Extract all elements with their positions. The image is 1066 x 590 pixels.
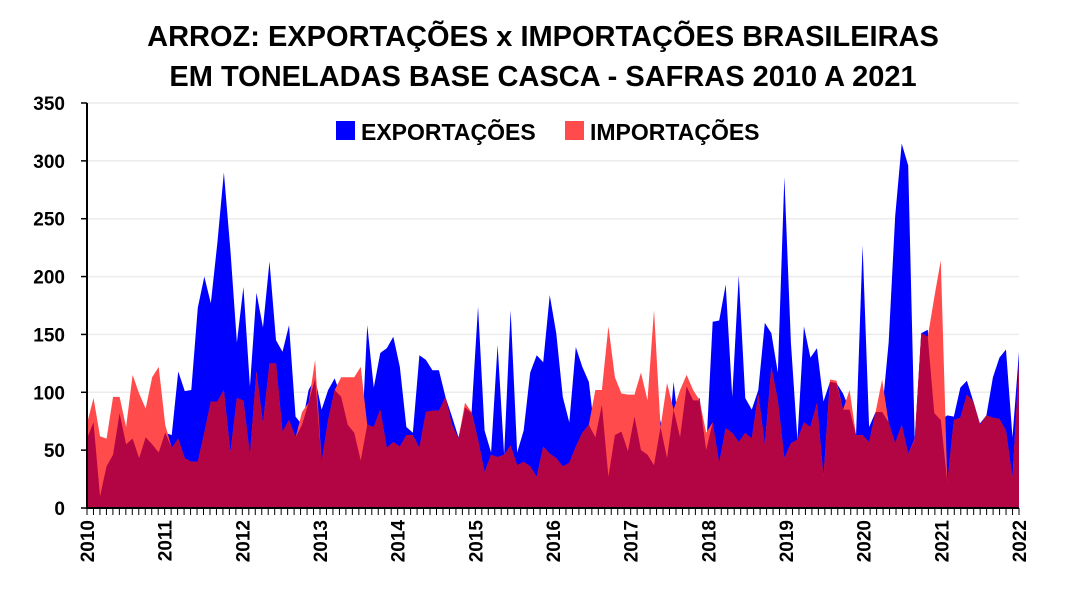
x-tick-label: 2017 <box>622 520 643 562</box>
x-tick-label: 2022 <box>1010 520 1031 562</box>
x-tick-label: 2021 <box>932 520 953 563</box>
legend-label-imports: IMPORTAÇÕES <box>590 118 760 145</box>
legend-label-exports: EXPORTAÇÕES <box>361 118 536 145</box>
x-tick-label: 2019 <box>777 520 798 562</box>
x-tick-label: 2016 <box>544 520 565 562</box>
y-tick-label: 100 <box>33 383 65 404</box>
y-tick-label: 150 <box>33 325 65 346</box>
axes: 0 50 100 150 200 250 300 350 2010 2011 2012 2013 201… <box>33 94 1031 562</box>
y-tick-label: 250 <box>33 210 65 231</box>
x-tick-label: 2015 <box>466 520 487 563</box>
x-tick-label: 2020 <box>855 520 876 562</box>
y-tick-label: 50 <box>44 441 65 462</box>
chart-title-line-2: EM TONELADAS BASE CASCA - SAFRAS 2010 A … <box>169 61 916 93</box>
plot-areas <box>87 143 1019 508</box>
x-tick-label: 2010 <box>78 520 99 562</box>
legend: EXPORTAÇÕES IMPORTAÇÕES <box>336 118 760 145</box>
x-tick-label: 2013 <box>311 520 332 562</box>
overlap-area <box>87 333 1019 508</box>
chart-title-line-1: ARROZ: EXPORTAÇÕES x IMPORTAÇÕES BRASILE… <box>147 19 939 53</box>
x-tick-label: 2018 <box>699 520 720 562</box>
x-tick-label: 2011 <box>156 520 177 562</box>
x-tick-label: 2014 <box>389 520 410 563</box>
y-tick-label: 0 <box>54 499 65 520</box>
exports-area <box>87 143 1019 508</box>
y-tick-label: 300 <box>33 152 65 173</box>
y-tick-label: 200 <box>33 268 65 289</box>
y-tick-label: 350 <box>33 94 65 115</box>
x-tick-label: 2012 <box>233 520 254 562</box>
legend-swatch-exports <box>336 121 355 140</box>
legend-swatch-imports <box>565 121 584 140</box>
